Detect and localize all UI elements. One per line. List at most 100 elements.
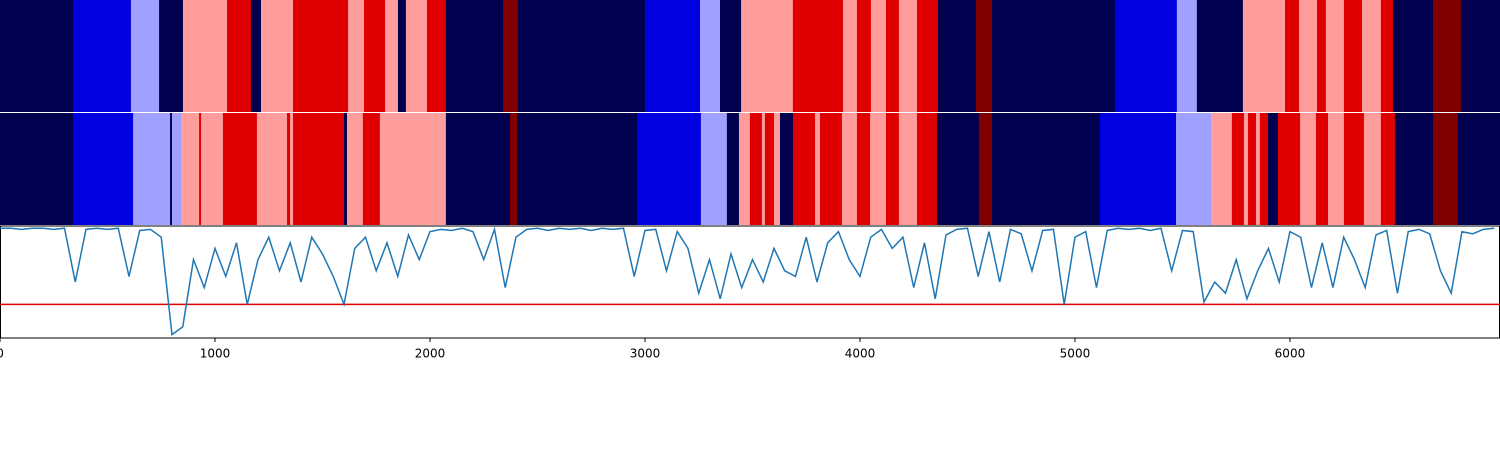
segment bbox=[1231, 113, 1245, 225]
segment bbox=[741, 0, 794, 112]
segment bbox=[256, 113, 288, 225]
data-line bbox=[0, 226, 1495, 337]
segment bbox=[73, 0, 132, 112]
segment bbox=[287, 113, 291, 225]
segment bbox=[885, 0, 900, 112]
segment bbox=[700, 0, 721, 112]
x-tick-label: 6000 bbox=[1275, 347, 1306, 361]
segment bbox=[870, 0, 887, 112]
segment bbox=[1343, 0, 1363, 112]
segment bbox=[517, 0, 646, 112]
segment bbox=[1432, 0, 1462, 112]
segment bbox=[938, 0, 977, 112]
segment bbox=[426, 0, 447, 112]
x-tick-label: 0 bbox=[0, 347, 4, 361]
segment bbox=[779, 113, 794, 225]
segment bbox=[1457, 113, 1500, 225]
x-tick-label: 1000 bbox=[200, 347, 231, 361]
segment bbox=[385, 0, 399, 112]
segment bbox=[293, 0, 349, 112]
segment bbox=[159, 0, 184, 112]
segment bbox=[773, 113, 781, 225]
segment bbox=[397, 0, 407, 112]
x-tick-label: 2000 bbox=[415, 347, 446, 361]
segment bbox=[1325, 0, 1345, 112]
segment bbox=[290, 113, 294, 225]
segment bbox=[991, 113, 1101, 225]
segment bbox=[201, 113, 224, 225]
segment bbox=[199, 113, 202, 225]
segment bbox=[1196, 0, 1244, 112]
segment bbox=[991, 0, 1116, 112]
segment bbox=[738, 113, 751, 225]
x-tick-label: 3000 bbox=[630, 347, 661, 361]
segment bbox=[1380, 113, 1396, 225]
segment bbox=[1380, 0, 1394, 112]
segment bbox=[503, 0, 519, 112]
segment bbox=[1363, 113, 1382, 225]
segment bbox=[170, 113, 173, 225]
segment bbox=[1343, 113, 1365, 225]
segment bbox=[1432, 113, 1459, 225]
segment bbox=[764, 113, 775, 225]
segment bbox=[637, 113, 702, 225]
segment bbox=[348, 0, 365, 112]
segment bbox=[73, 113, 134, 225]
segment bbox=[761, 113, 766, 225]
segment bbox=[0, 0, 74, 112]
segment bbox=[1176, 0, 1198, 112]
segment bbox=[130, 0, 160, 112]
segment bbox=[870, 113, 887, 225]
segment bbox=[1298, 0, 1318, 112]
segment bbox=[363, 0, 386, 112]
segment bbox=[445, 113, 511, 225]
segment bbox=[1211, 113, 1233, 225]
segment bbox=[916, 113, 938, 225]
segment bbox=[700, 113, 728, 225]
segment bbox=[346, 113, 364, 225]
segment bbox=[343, 113, 348, 225]
segment bbox=[792, 0, 844, 112]
segment bbox=[976, 0, 993, 112]
segment bbox=[379, 113, 447, 225]
segment bbox=[856, 0, 872, 112]
x-tick-label: 5000 bbox=[1060, 347, 1091, 361]
segment bbox=[1114, 0, 1178, 112]
segment bbox=[1300, 113, 1317, 225]
segment bbox=[842, 0, 858, 112]
segment bbox=[1460, 0, 1500, 112]
segment bbox=[720, 0, 742, 112]
segment bbox=[182, 0, 228, 112]
segment bbox=[1243, 113, 1249, 225]
segment bbox=[1392, 0, 1434, 112]
segment bbox=[293, 113, 345, 225]
segment bbox=[517, 113, 638, 225]
segment bbox=[815, 113, 821, 225]
segment bbox=[405, 0, 428, 112]
segment bbox=[1328, 113, 1345, 225]
segment bbox=[1394, 113, 1434, 225]
segment bbox=[1277, 113, 1301, 225]
segment bbox=[181, 113, 200, 225]
segment bbox=[1259, 113, 1269, 225]
segment bbox=[227, 0, 252, 112]
segment bbox=[898, 0, 918, 112]
segment bbox=[1268, 113, 1279, 225]
segment bbox=[1255, 113, 1261, 225]
segment bbox=[0, 113, 74, 225]
segment bbox=[936, 113, 980, 225]
segment bbox=[509, 113, 518, 225]
segment bbox=[916, 0, 939, 112]
segment bbox=[792, 113, 816, 225]
segment bbox=[1361, 0, 1382, 112]
segment bbox=[1242, 0, 1286, 112]
segment bbox=[133, 113, 171, 225]
segment bbox=[885, 113, 900, 225]
segment bbox=[1315, 113, 1329, 225]
segment bbox=[222, 113, 258, 225]
segment bbox=[171, 113, 182, 225]
segment bbox=[1285, 0, 1300, 112]
segment bbox=[819, 113, 843, 225]
segment bbox=[1248, 113, 1257, 225]
